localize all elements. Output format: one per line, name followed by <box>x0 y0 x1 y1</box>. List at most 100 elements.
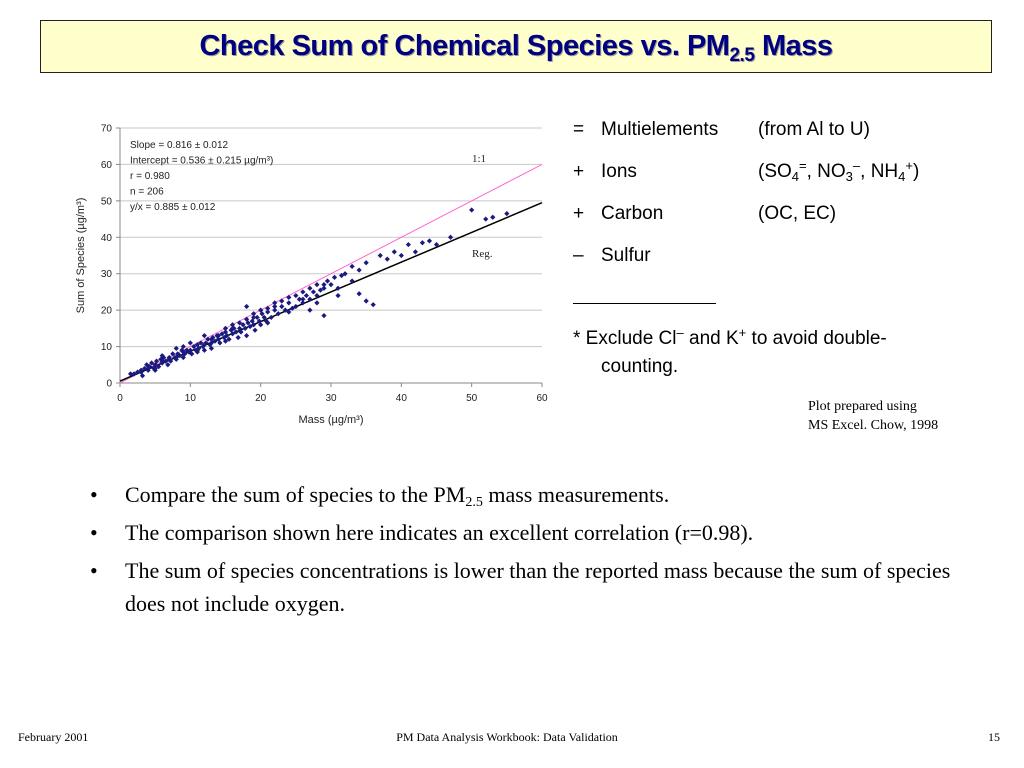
data-point <box>180 349 186 355</box>
x-tick-label: 20 <box>255 393 267 404</box>
data-point <box>331 274 338 280</box>
slide-title: Check Sum of Chemical Species vs. PM2.5 … <box>40 20 992 73</box>
regression-stat: r = 0.980 <box>130 171 170 182</box>
data-point <box>265 309 271 315</box>
data-point <box>131 371 137 377</box>
data-point <box>483 216 489 222</box>
data-point <box>286 300 292 306</box>
data-point <box>286 309 292 315</box>
y-tick-label: 40 <box>101 233 113 244</box>
data-point <box>208 336 215 342</box>
data-point <box>342 271 348 277</box>
data-point <box>419 240 426 246</box>
data-point <box>426 238 433 244</box>
data-point <box>240 322 246 328</box>
regression-stat: Slope = 0.816 ± 0.012 <box>130 140 229 151</box>
data-point <box>201 333 207 339</box>
y-tick-label: 60 <box>101 160 113 171</box>
data-point <box>447 234 454 240</box>
data-point <box>134 369 141 375</box>
data-point <box>433 241 440 248</box>
data-point <box>222 325 229 331</box>
scatter-chart: 0 10 20 30 40 50 60 0 10 20 30 40 50 60 70 Mass (µg/m³)… <box>75 124 548 427</box>
data-point <box>349 278 355 284</box>
data-point <box>229 322 236 328</box>
ions-formula: (SO4=, NO3–, NH4+) <box>758 158 920 184</box>
data-point <box>370 302 376 308</box>
data-point <box>321 282 327 288</box>
data-point <box>173 354 179 361</box>
data-point <box>307 307 313 313</box>
y-tick-label: 10 <box>101 342 113 353</box>
data-point <box>194 347 200 353</box>
x-tick-label: 10 <box>185 393 197 404</box>
data-point <box>251 322 257 328</box>
data-point <box>244 303 250 310</box>
y-axis-label: Sum of Species (µg/m³) <box>75 198 87 314</box>
data-point <box>321 313 327 319</box>
data-point <box>235 334 241 341</box>
data-point <box>300 289 306 295</box>
data-point <box>310 289 317 295</box>
bullet-list: • Compare the sum of species to the PM2.5… <box>90 478 990 625</box>
data-point <box>201 342 207 348</box>
data-point <box>153 358 160 364</box>
x-tick-label: 50 <box>466 393 478 404</box>
data-point <box>314 300 320 306</box>
data-point <box>279 303 285 310</box>
data-point <box>145 365 151 372</box>
data-point <box>303 292 309 299</box>
regression-stat: Intercept = 0.536 ± 0.215 µg/m³) <box>130 156 273 167</box>
data-point <box>215 336 222 342</box>
bullet-item: • Compare the sum of species to the PM2.5… <box>90 482 670 510</box>
one-to-one-label: 1:1 <box>472 153 486 165</box>
data-point <box>391 249 397 255</box>
one-to-one-line <box>119 163 543 384</box>
data-point <box>142 365 148 372</box>
x-tick-label: 40 <box>396 393 408 404</box>
data-point <box>251 311 257 317</box>
x-axis-label: Mass (µg/m³) <box>298 414 363 426</box>
y-tick-label: 20 <box>101 306 113 317</box>
bullet-item: • The sum of species concentrations is lo… <box>90 558 951 616</box>
data-point <box>412 249 418 255</box>
bullet-item: • The comparison shown here indicates an … <box>90 520 754 545</box>
data-point <box>405 241 411 248</box>
plot-credit: Plot prepared using MS Excel. Chow, 1998 <box>808 399 939 433</box>
data-point <box>244 333 250 339</box>
data-point <box>293 303 299 310</box>
data-point <box>363 260 369 266</box>
data-point <box>469 207 475 213</box>
regression-label: Reg. <box>472 248 493 260</box>
data-point <box>252 327 258 333</box>
data-point <box>335 292 341 299</box>
y-tick-label: 0 <box>106 379 112 390</box>
regression-stat: y/x = 0.885 ± 0.012 <box>130 202 216 213</box>
data-point <box>300 296 306 302</box>
data-point <box>201 347 207 353</box>
data-point <box>490 214 496 220</box>
data-point <box>504 211 510 217</box>
data-point <box>356 291 362 297</box>
data-point <box>279 298 285 304</box>
data-point <box>275 311 281 317</box>
data-point <box>247 323 253 330</box>
data-point <box>263 318 269 324</box>
data-point <box>356 267 362 273</box>
data-point <box>335 285 341 291</box>
data-point <box>182 351 188 357</box>
y-tick-label: 30 <box>101 269 113 280</box>
data-point <box>149 360 155 366</box>
legend-divider <box>573 303 716 304</box>
data-point <box>324 278 331 284</box>
footer-page-number: 15 <box>988 730 1000 744</box>
data-point <box>286 294 292 300</box>
data-point <box>349 263 355 270</box>
data-point <box>328 282 334 288</box>
y-tick-label: 50 <box>101 196 113 207</box>
data-point <box>384 256 390 262</box>
data-point <box>226 336 232 342</box>
regression-stat: n = 206 <box>130 187 164 198</box>
data-point <box>314 282 320 288</box>
data-point <box>205 336 211 342</box>
